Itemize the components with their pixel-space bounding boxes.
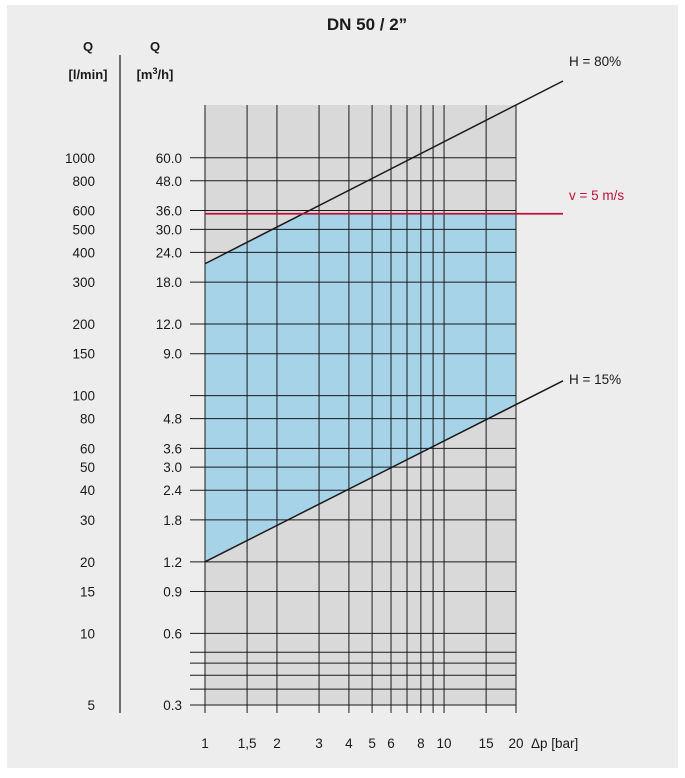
x-tick-labels: 1 1,5 2 3 4 5 6 8 10 15 20 bbox=[201, 736, 523, 751]
y-tick-label-m3h: 24.0 bbox=[156, 245, 182, 260]
y-tick-label-lmin: 400 bbox=[72, 245, 95, 260]
x-tick-label: 2 bbox=[273, 736, 281, 751]
y-tick-label-lmin: 600 bbox=[72, 204, 95, 219]
y-tick-label-lmin: 300 bbox=[72, 275, 95, 290]
y-tick-label-m3h: 12.0 bbox=[156, 317, 182, 332]
series-label: v = 5 m/s bbox=[569, 188, 624, 203]
series-label: H = 80% bbox=[569, 54, 621, 69]
y-axis-right-unit: [m3/h] bbox=[137, 66, 174, 82]
y-axis-left-symbol: Q bbox=[83, 39, 93, 54]
x-tick-label: 1,5 bbox=[238, 736, 257, 751]
y-tick-label-lmin: 20 bbox=[80, 555, 95, 570]
x-tick-label: 6 bbox=[387, 736, 395, 751]
y-tick-labels-lmin: 1000 800 600 500 400 300 200 150 100 80 60 50 40 30 20… bbox=[65, 151, 95, 713]
y-tick-label-lmin: 50 bbox=[80, 460, 95, 475]
series-label: H = 15% bbox=[569, 372, 621, 387]
y-tick-labels-m3h: 60.0 48.0 36.0 30.0 24.0 18.0 12.0 9.0 4.8 3.6 3.0… bbox=[156, 151, 183, 713]
x-tick-label: 5 bbox=[368, 736, 376, 751]
x-axis-label: Δp [bar] bbox=[531, 736, 578, 751]
y-tick-label-m3h: 3.0 bbox=[163, 460, 182, 475]
y-tick-label-lmin: 800 bbox=[72, 174, 95, 189]
y-tick-label-lmin: 10 bbox=[80, 626, 95, 641]
y-gridlines bbox=[190, 157, 516, 706]
y-tick-label-m3h: 0.3 bbox=[163, 698, 182, 713]
y-tick-label-m3h: 0.6 bbox=[163, 626, 182, 641]
series-line bbox=[204, 380, 564, 563]
x-tick-label: 3 bbox=[315, 736, 323, 751]
y-tick-label-m3h: 30.0 bbox=[156, 222, 182, 237]
x-tick-label: 1 bbox=[201, 736, 209, 751]
y-tick-label-m3h: 0.9 bbox=[163, 585, 182, 600]
y-tick-label-m3h: 9.0 bbox=[163, 347, 182, 362]
x-tick-label: 10 bbox=[437, 736, 452, 751]
x-gridlines bbox=[204, 105, 517, 713]
operating-range-area bbox=[205, 213, 516, 562]
y-tick-label-lmin: 100 bbox=[72, 389, 95, 404]
y-tick-label-lmin: 200 bbox=[72, 317, 95, 332]
y-tick-label-lmin: 1000 bbox=[65, 151, 95, 166]
y-tick-label-lmin: 40 bbox=[80, 483, 95, 498]
y-tick-label-lmin: 15 bbox=[80, 585, 95, 600]
y-tick-label-m3h: 1.8 bbox=[163, 513, 182, 528]
x-tick-label: 8 bbox=[417, 736, 425, 751]
y-tick-label-lmin: 60 bbox=[80, 441, 95, 456]
y-tick-label-m3h: 4.8 bbox=[163, 412, 182, 427]
y-tick-label-lmin: 80 bbox=[80, 412, 95, 427]
y-tick-label-lmin: 150 bbox=[72, 347, 95, 362]
series-line bbox=[204, 80, 564, 265]
series-lines bbox=[204, 80, 564, 563]
y-tick-label-lmin: 5 bbox=[87, 698, 95, 713]
y-tick-label-m3h: 48.0 bbox=[156, 174, 182, 189]
y-axis-right-symbol: Q bbox=[150, 39, 160, 54]
y-tick-label-lmin: 30 bbox=[80, 513, 95, 528]
x-tick-label: 15 bbox=[479, 736, 494, 751]
y-tick-label-lmin: 500 bbox=[72, 222, 95, 237]
y-tick-label-m3h: 3.6 bbox=[163, 441, 182, 456]
y-tick-label-m3h: 2.4 bbox=[163, 483, 182, 498]
y-axis-left-unit: [l/min] bbox=[69, 67, 108, 82]
x-tick-label: 20 bbox=[508, 736, 523, 751]
series-labels: H = 80% v = 5 m/s H = 15% bbox=[569, 54, 624, 387]
y-tick-label-m3h: 36.0 bbox=[156, 204, 182, 219]
y-tick-label-m3h: 60.0 bbox=[156, 151, 182, 166]
x-tick-label: 4 bbox=[345, 736, 353, 751]
y-tick-label-m3h: 1.2 bbox=[163, 555, 182, 570]
y-tick-label-m3h: 18.0 bbox=[156, 275, 182, 290]
chart-title: DN 50 / 2” bbox=[327, 15, 407, 34]
